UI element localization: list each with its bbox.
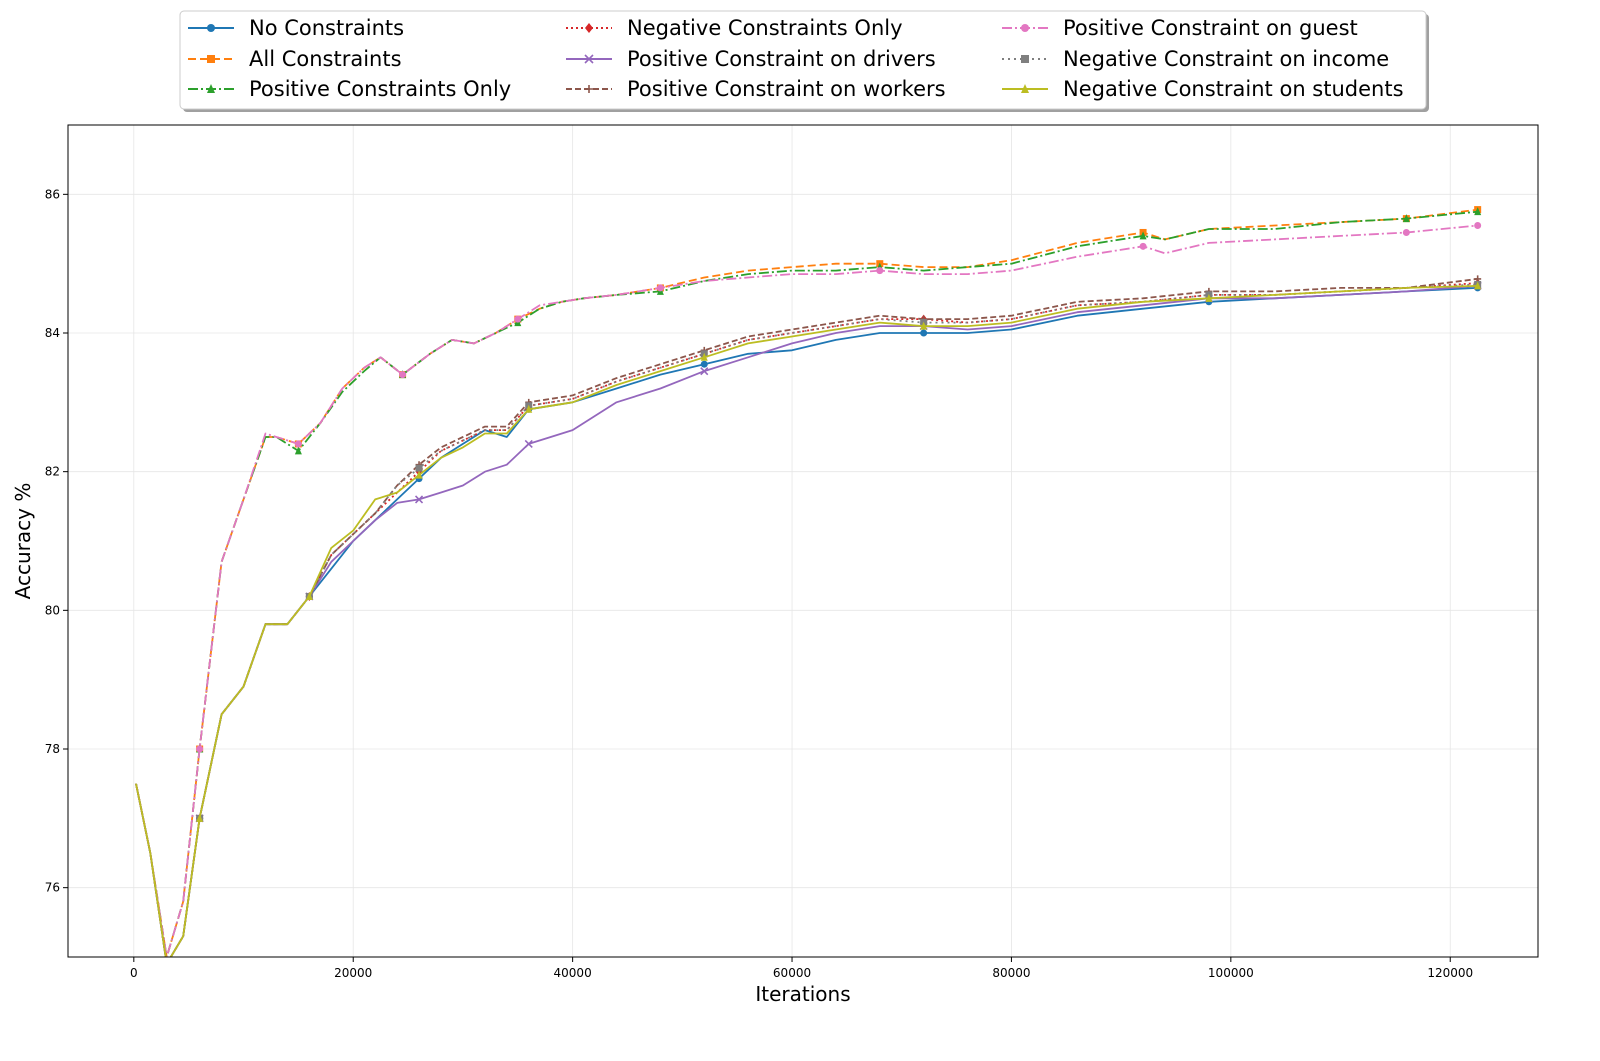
legend-label: Negative Constraint on students bbox=[1063, 77, 1404, 101]
data-point-marker bbox=[585, 85, 593, 93]
data-point-marker bbox=[414, 495, 424, 504]
data-point-marker bbox=[305, 591, 313, 600]
data-point-marker bbox=[1402, 214, 1410, 223]
x-axis-ticks: 0 20000 40000 60000 80000 100000 120000 bbox=[130, 957, 1473, 980]
legend-label: Negative Constraints Only bbox=[627, 16, 903, 40]
data-point-marker bbox=[207, 24, 215, 32]
plot-frame bbox=[67, 124, 1539, 958]
series-7 bbox=[135, 280, 1482, 957]
y-tick-label: 82 bbox=[45, 465, 60, 479]
data-point-marker bbox=[196, 745, 204, 753]
data-point-marker bbox=[524, 439, 533, 448]
data-point-marker bbox=[207, 55, 215, 63]
data-point-marker bbox=[876, 267, 884, 275]
series-1 bbox=[135, 206, 1482, 957]
x-tick-label: 100000 bbox=[1208, 966, 1254, 980]
data-point-marker bbox=[700, 352, 708, 361]
legend-label: No Constraints bbox=[249, 16, 404, 40]
series-line bbox=[135, 208, 1478, 957]
y-tick-label: 78 bbox=[45, 742, 60, 756]
grid bbox=[68, 125, 1538, 957]
y-tick-label: 86 bbox=[45, 187, 60, 201]
x-tick-label: 20000 bbox=[334, 966, 372, 980]
legend-item: No Constraints bbox=[188, 16, 404, 40]
data-point-marker bbox=[207, 84, 215, 93]
legend-item: Negative Constraints Only bbox=[566, 16, 903, 40]
data-point-marker bbox=[1205, 293, 1213, 302]
y-tick-label: 80 bbox=[45, 603, 60, 617]
series-lines bbox=[135, 206, 1482, 957]
legend-item: Positive Constraints Only bbox=[188, 77, 511, 101]
series-line bbox=[135, 285, 1478, 957]
legend-item: Positive Constraint on drivers bbox=[566, 47, 936, 71]
legend-label: Positive Constraint on drivers bbox=[627, 47, 936, 71]
data-point-marker bbox=[1139, 231, 1147, 240]
data-point-marker bbox=[585, 23, 593, 33]
data-point-marker bbox=[656, 284, 664, 292]
data-point-marker bbox=[584, 54, 594, 64]
data-point-marker bbox=[1139, 242, 1147, 250]
series-6 bbox=[135, 222, 1482, 957]
data-point-marker bbox=[700, 360, 708, 368]
data-point-marker bbox=[294, 446, 302, 455]
legend-box bbox=[179, 10, 1427, 110]
legend-item: Positive Constraint on guest bbox=[1002, 16, 1358, 40]
data-point-marker bbox=[1474, 222, 1482, 230]
data-point-marker bbox=[700, 367, 709, 376]
series-4 bbox=[135, 281, 1482, 957]
series-8 bbox=[135, 281, 1482, 957]
series-line bbox=[135, 278, 1478, 957]
series-line bbox=[135, 283, 1478, 957]
x-tick-label: 60000 bbox=[773, 966, 811, 980]
legend-item: Positive Constraint on workers bbox=[566, 77, 946, 101]
series-3 bbox=[135, 278, 1482, 957]
data-point-marker bbox=[415, 470, 423, 479]
legend-label: Positive Constraint on workers bbox=[627, 77, 946, 101]
x-tick-label: 120000 bbox=[1427, 966, 1473, 980]
y-axis-title: Accuracy % bbox=[11, 483, 35, 600]
y-axis-ticks: 76 78 80 82 84 86 bbox=[45, 187, 68, 895]
data-point-marker bbox=[1021, 24, 1029, 32]
data-point-marker bbox=[525, 404, 533, 413]
x-axis-title: Iterations bbox=[755, 982, 850, 1006]
legend-label: All Constraints bbox=[249, 47, 402, 71]
legend-item: All Constraints bbox=[188, 47, 402, 71]
series-line bbox=[135, 282, 1478, 957]
x-tick-label: 80000 bbox=[992, 966, 1030, 980]
data-point-marker bbox=[1474, 281, 1482, 290]
legend-item: Negative Constraint on income bbox=[1002, 47, 1389, 71]
data-point-marker bbox=[196, 813, 204, 822]
x-tick-label: 0 bbox=[130, 966, 138, 980]
x-tick-label: 40000 bbox=[554, 966, 592, 980]
legend-item: Negative Constraint on students bbox=[1002, 77, 1404, 101]
legend-label: Positive Constraint on guest bbox=[1063, 16, 1358, 40]
legend-label: Positive Constraints Only bbox=[249, 77, 511, 101]
data-point-marker bbox=[1402, 228, 1410, 236]
series-line bbox=[135, 210, 1478, 957]
legend: No Constraints All Constraints Positive Co… bbox=[179, 10, 1429, 112]
legend-label: Negative Constraint on income bbox=[1063, 47, 1389, 71]
series-5 bbox=[135, 275, 1482, 957]
data-point-marker bbox=[1021, 84, 1029, 93]
data-point-marker bbox=[1021, 55, 1029, 63]
series-line bbox=[135, 285, 1478, 957]
data-point-marker bbox=[920, 329, 928, 337]
data-point-marker bbox=[514, 315, 522, 323]
series-line bbox=[135, 287, 1478, 957]
y-tick-label: 84 bbox=[45, 326, 60, 340]
data-point-marker bbox=[1474, 207, 1482, 216]
data-point-marker bbox=[399, 371, 407, 379]
series-line bbox=[135, 224, 1478, 957]
data-point-marker bbox=[294, 440, 302, 448]
data-point-marker bbox=[415, 464, 423, 472]
data-point-marker bbox=[920, 321, 928, 330]
series-0 bbox=[135, 284, 1482, 957]
y-tick-label: 76 bbox=[45, 881, 60, 895]
series-2 bbox=[135, 207, 1482, 957]
